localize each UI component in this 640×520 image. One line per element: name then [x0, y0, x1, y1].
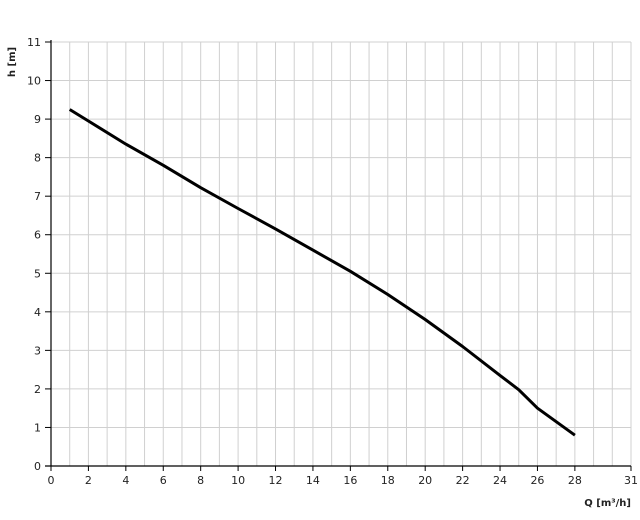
y-tick-label: 9 — [34, 113, 41, 126]
y-tick-label: 8 — [34, 152, 41, 165]
x-tick-label: 28 — [568, 474, 582, 487]
x-tick-label: 24 — [493, 474, 507, 487]
x-tick-label: 8 — [197, 474, 204, 487]
y-tick-label: 3 — [34, 344, 41, 357]
x-tick-label: 16 — [343, 474, 357, 487]
y-tick-label: 6 — [34, 229, 41, 242]
pump-curve-line — [68, 108, 576, 437]
x-tick-label: 4 — [122, 474, 129, 487]
x-tick-label: 26 — [530, 474, 544, 487]
y-axis-label: h [m] — [7, 47, 18, 77]
y-tick-label: 1 — [34, 421, 41, 434]
x-tick-label: 14 — [306, 474, 320, 487]
axes — [45, 40, 632, 471]
y-tick-label: 0 — [34, 460, 41, 473]
x-tick-label: 22 — [456, 474, 470, 487]
y-tick-label: 4 — [34, 306, 41, 319]
y-tick-label: 11 — [27, 36, 41, 49]
x-tick-label: 6 — [160, 474, 167, 487]
x-tick-label: 10 — [231, 474, 245, 487]
x-axis-label: Q [m³/h] — [584, 498, 631, 509]
tick-labels: 0 2 4 6 8 10 12 14 16 18 20 22 24 26 28 310123456789101… — [27, 36, 638, 487]
y-tick-label: 2 — [34, 383, 41, 396]
x-tick-label: 31 — [624, 474, 638, 487]
x-tick-label: 0 — [48, 474, 55, 487]
y-tick-label: 10 — [27, 75, 41, 88]
x-tick-label: 12 — [269, 474, 283, 487]
grid — [51, 41, 632, 466]
y-tick-label: 7 — [34, 190, 41, 203]
y-tick-label: 5 — [34, 267, 41, 280]
x-tick-label: 18 — [381, 474, 395, 487]
x-tick-label: 2 — [85, 474, 92, 487]
series — [68, 108, 576, 437]
x-tick-label: 20 — [418, 474, 432, 487]
